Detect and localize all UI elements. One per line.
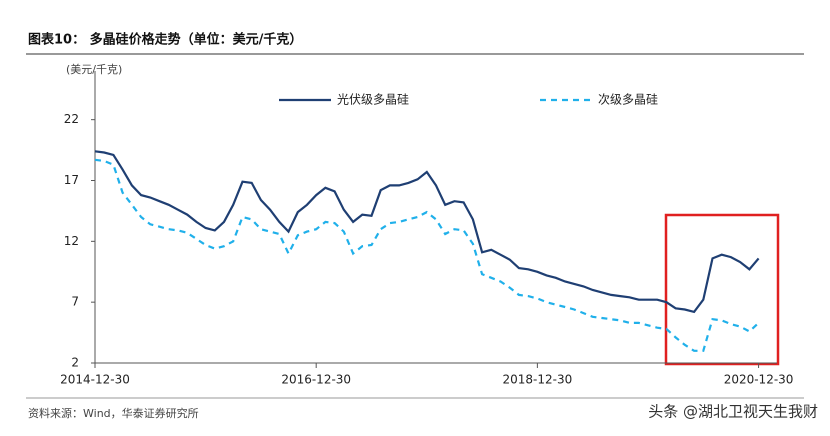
y-tick-label: 17: [64, 173, 79, 187]
legend-label: 次级多晶硅: [598, 93, 658, 107]
x-tick-label: 2014-12-30: [60, 373, 130, 387]
line-series: [94, 158, 760, 352]
chart-title: 图表10： 多晶硅价格走势（单位：美元/千克）: [28, 32, 302, 48]
highlight-box: [664, 213, 780, 366]
y-axis-label: (美元/千克): [66, 63, 122, 76]
y-tick-label: 2: [71, 356, 79, 370]
x-tick-label: 2018-12-30: [503, 373, 573, 387]
line-series: [94, 150, 760, 314]
source: 资料来源：Wind，华泰证券研究所: [28, 406, 199, 420]
x-tick-label: 2016-12-30: [281, 373, 351, 387]
y-tick-label: 12: [64, 234, 79, 248]
y-tick-label: 22: [64, 112, 79, 126]
watermark: 头条 @湖北卫视天生我财: [648, 403, 818, 421]
y-tick-label: 7: [71, 295, 79, 309]
x-tick-label: 2020-12-30: [724, 373, 794, 387]
legend-label: 光伏级多晶硅: [337, 93, 409, 107]
